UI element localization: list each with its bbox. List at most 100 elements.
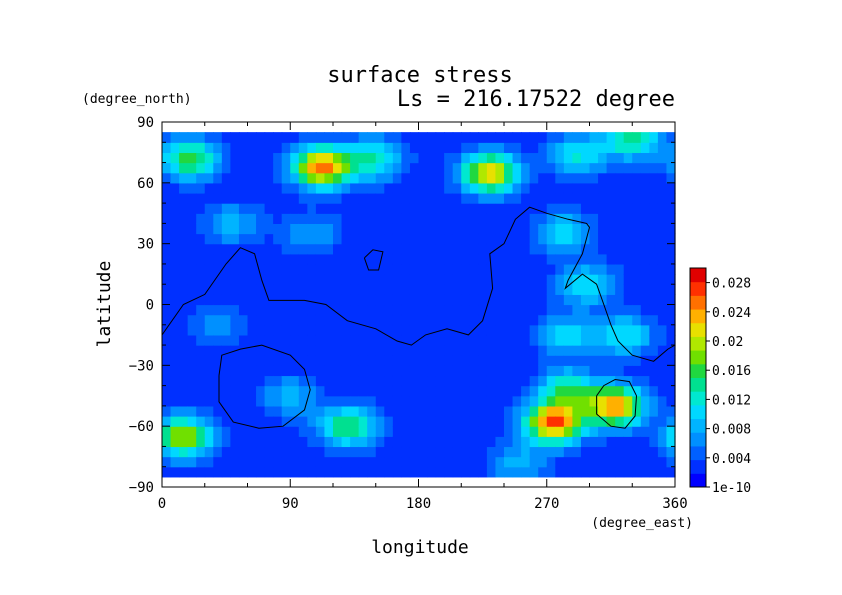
heatmap-cell bbox=[623, 142, 633, 154]
heatmap-cell bbox=[615, 426, 625, 437]
heatmap-cell bbox=[238, 263, 249, 275]
heatmap-cell bbox=[572, 243, 582, 255]
heatmap-cell bbox=[478, 365, 488, 377]
heatmap-cell bbox=[256, 213, 266, 224]
heatmap-cell bbox=[333, 243, 343, 255]
heatmap-cell bbox=[162, 233, 172, 245]
heatmap-cell bbox=[238, 436, 249, 448]
heatmap-cell bbox=[435, 223, 445, 235]
heatmap-cell bbox=[538, 405, 548, 417]
heatmap-cell bbox=[606, 172, 616, 184]
heatmap-cell bbox=[666, 263, 676, 275]
heatmap-cell bbox=[529, 182, 539, 194]
heatmap-cell bbox=[504, 182, 514, 194]
heatmap-cell bbox=[409, 324, 420, 336]
heatmap-cell bbox=[273, 416, 283, 427]
heatmap-cell bbox=[264, 274, 274, 285]
heatmap-cell bbox=[572, 182, 582, 194]
heatmap-cell bbox=[572, 223, 582, 235]
heatmap-cell bbox=[367, 324, 377, 336]
colorbar-swatch bbox=[690, 377, 706, 392]
heatmap-cell bbox=[435, 142, 445, 154]
heatmap-cell bbox=[281, 294, 291, 306]
heatmap-cell bbox=[324, 233, 334, 245]
heatmap-cell bbox=[358, 426, 368, 437]
heatmap-cell bbox=[521, 213, 531, 224]
heatmap-cell bbox=[529, 172, 539, 184]
heatmap-cell bbox=[435, 162, 445, 174]
heatmap-cell bbox=[666, 324, 676, 336]
heatmap-cell bbox=[401, 243, 411, 255]
heatmap-cell bbox=[298, 395, 308, 407]
heatmap-cell bbox=[375, 324, 385, 336]
heatmap-cell bbox=[204, 284, 214, 295]
heatmap-cell bbox=[495, 172, 505, 184]
heatmap-cell bbox=[409, 426, 420, 437]
heatmap-cell bbox=[461, 213, 471, 224]
heatmap-cell bbox=[179, 456, 189, 468]
heatmap-cell bbox=[315, 203, 326, 214]
heatmap-cell bbox=[281, 243, 291, 255]
heatmap-cell bbox=[495, 284, 505, 295]
heatmap-cell bbox=[358, 345, 368, 356]
heatmap-cell bbox=[657, 233, 668, 245]
heatmap-cell bbox=[615, 142, 625, 154]
heatmap-cell bbox=[256, 446, 266, 458]
heatmap-cell bbox=[409, 192, 420, 204]
heatmap-cell bbox=[170, 294, 180, 306]
heatmap-cell bbox=[281, 274, 291, 285]
heatmap-cell bbox=[256, 243, 266, 255]
heatmap-cell bbox=[256, 324, 266, 336]
heatmap-cell bbox=[427, 263, 437, 275]
heatmap-cell bbox=[213, 233, 223, 245]
heatmap-cell bbox=[187, 152, 197, 164]
heatmap-cell bbox=[427, 334, 437, 346]
heatmap-cell bbox=[580, 345, 591, 356]
heatmap-cell bbox=[435, 395, 445, 407]
heatmap-cell bbox=[324, 456, 334, 468]
heatmap-cell bbox=[221, 436, 231, 448]
heatmap-cell bbox=[538, 152, 548, 164]
heatmap-cell bbox=[213, 395, 223, 407]
heatmap-cell bbox=[666, 355, 676, 366]
heatmap-cell bbox=[427, 324, 437, 336]
heatmap-cell bbox=[367, 233, 377, 245]
heatmap-cell bbox=[469, 375, 479, 387]
heatmap-cell bbox=[213, 416, 223, 427]
heatmap-cell bbox=[290, 416, 300, 427]
heatmap-cell bbox=[563, 466, 573, 478]
heatmap-cell bbox=[162, 334, 172, 346]
heatmap-cell bbox=[452, 294, 462, 306]
heatmap-cell bbox=[401, 253, 411, 265]
heatmap-cell bbox=[230, 426, 240, 437]
heatmap-cell bbox=[461, 416, 471, 427]
heatmap-cell bbox=[281, 446, 291, 458]
heatmap-cell bbox=[555, 253, 565, 265]
heatmap-cell bbox=[315, 213, 326, 224]
heatmap-cell bbox=[367, 375, 377, 387]
heatmap-cell bbox=[401, 426, 411, 437]
heatmap-cell bbox=[230, 203, 240, 214]
heatmap-cell bbox=[187, 355, 197, 366]
heatmap-cell bbox=[315, 132, 326, 143]
y-tick-label: 90 bbox=[137, 115, 154, 131]
heatmap-cell bbox=[521, 314, 531, 326]
heatmap-cell bbox=[589, 355, 599, 366]
heatmap-cell bbox=[179, 324, 189, 336]
heatmap-cell bbox=[504, 253, 514, 265]
heatmap-cell bbox=[469, 456, 479, 468]
heatmap-cell bbox=[341, 192, 351, 204]
heatmap-cell bbox=[298, 416, 308, 427]
heatmap-cell bbox=[529, 253, 539, 265]
heatmap-cell bbox=[307, 456, 317, 468]
heatmap-cell bbox=[273, 243, 283, 255]
heatmap-cell bbox=[290, 274, 300, 285]
heatmap-cell bbox=[461, 365, 471, 377]
heatmap-cell bbox=[555, 192, 565, 204]
heatmap-cell bbox=[666, 172, 676, 184]
heatmap-cell bbox=[341, 253, 351, 265]
heatmap-cell bbox=[521, 446, 531, 458]
heatmap-cell bbox=[281, 304, 291, 316]
heatmap-cell bbox=[529, 223, 539, 235]
heatmap-cell bbox=[221, 334, 231, 346]
